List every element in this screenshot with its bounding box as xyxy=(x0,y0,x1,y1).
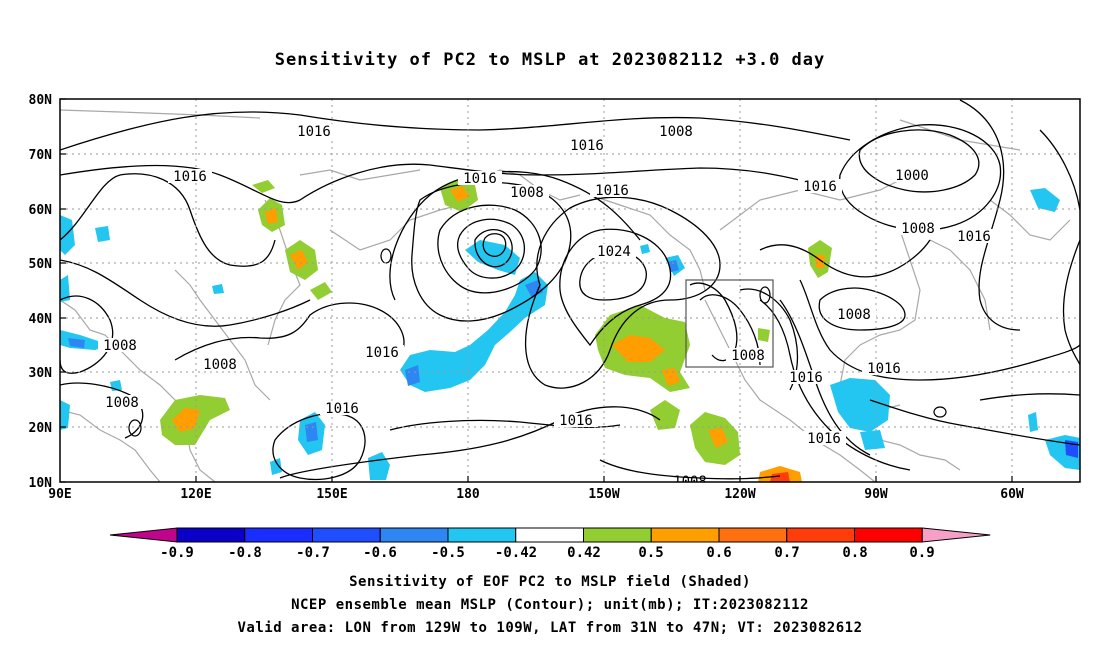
contour-label: 1016 xyxy=(807,431,841,447)
contour-label: 1008 xyxy=(659,124,693,140)
colorbar-box xyxy=(379,527,449,543)
contour-label: 1016 xyxy=(570,138,604,154)
contour-label: 1016 xyxy=(365,345,399,361)
contour-label: 1024 xyxy=(597,244,631,260)
contour-label: 1008 xyxy=(673,474,707,490)
contour-label: 1016 xyxy=(595,183,629,199)
colorbar-box xyxy=(583,527,652,543)
colorbar-labels: -0.9 -0.8 -0.7 -0.6 -0.5 -0.42 0.42 0.5 … xyxy=(160,545,935,561)
contour-label: 1016 xyxy=(867,361,901,377)
caption-line-2: NCEP ensemble mean MSLP (Contour); unit(… xyxy=(291,597,809,613)
lat-label: 80N xyxy=(29,93,53,108)
lon-label: 120W xyxy=(724,487,755,502)
contour-label: 1016 xyxy=(957,229,991,245)
contour-label: 1008 xyxy=(103,338,137,354)
colorbar-box xyxy=(718,527,788,543)
contour-label: 1008 xyxy=(731,348,765,364)
lon-label: 180 xyxy=(456,487,480,502)
target-area-box xyxy=(685,279,774,368)
contour-label: 1008 xyxy=(105,395,139,411)
colorbar-box xyxy=(650,527,720,543)
colorbar-label: -0.7 xyxy=(296,545,330,561)
lon-label: 60W xyxy=(1000,487,1024,502)
colorbar-box xyxy=(854,527,923,543)
colorbar-label: -0.6 xyxy=(363,545,397,561)
gridlines xyxy=(60,99,1080,482)
colorbar-box xyxy=(447,527,517,543)
contour-label: 1016 xyxy=(803,179,837,195)
latitude-labels: 80N 70N 60N 50N 40N 30N 20N 10N xyxy=(29,93,53,491)
lat-label: 50N xyxy=(29,257,53,272)
colorbar-label: 0.9 xyxy=(909,545,934,561)
colorbar-label: 0.5 xyxy=(638,545,663,561)
tick-marks xyxy=(60,98,1013,483)
colorbar-label: 0.7 xyxy=(774,545,799,561)
contour-label: 1016 xyxy=(297,124,331,140)
contour-label: 1000 xyxy=(895,168,929,184)
longitude-labels: 90E 120E 150E 180 150W 120W 90W 60W xyxy=(48,487,1024,502)
map-frame xyxy=(59,98,1081,483)
colorbar-triangle-left xyxy=(109,527,178,543)
lon-label: 150E xyxy=(316,487,347,502)
lat-label: 70N xyxy=(29,148,53,163)
contour-label: 1016 xyxy=(463,171,497,187)
contour-label: 1016 xyxy=(789,370,823,386)
colorbar-box xyxy=(244,527,313,543)
contour-label: 1016 xyxy=(325,401,359,417)
chart-title: Sensitivity of PC2 to MSLP at 2023082112… xyxy=(274,50,826,70)
colorbar-box xyxy=(786,527,855,543)
lon-label: 90W xyxy=(864,487,888,502)
contour-labels: 1016 1008 1016 1016 1016 1008 1016 1016 … xyxy=(98,124,996,490)
colorbar-label: -0.42 xyxy=(495,545,537,561)
contour-label: 1016 xyxy=(559,413,593,429)
contour-label: 1008 xyxy=(901,221,935,237)
lat-label: 60N xyxy=(29,203,53,218)
caption-line-3: Valid area: LON from 129W to 109W, LAT f… xyxy=(237,620,863,636)
colorbar-box xyxy=(312,527,381,543)
lon-label: 120E xyxy=(180,487,211,502)
lat-label: 20N xyxy=(29,421,53,436)
lon-label: 150W xyxy=(588,487,619,502)
colorbar-boxes xyxy=(109,527,991,543)
contour-label: 1016 xyxy=(173,169,207,185)
lat-label: 10N xyxy=(29,476,53,491)
colorbar-label: 0.42 xyxy=(567,545,601,561)
lat-label: 30N xyxy=(29,366,53,381)
lon-label: 90E xyxy=(48,487,71,502)
colorbar-label: -0.8 xyxy=(228,545,262,561)
colorbar-box xyxy=(176,527,246,543)
contour-label: 1008 xyxy=(510,185,544,201)
colorbar-label: -0.9 xyxy=(160,545,194,561)
colorbar-triangle-right xyxy=(921,527,991,543)
lat-label: 40N xyxy=(29,312,53,327)
caption-line-1: Sensitivity of EOF PC2 to MSLP field (Sh… xyxy=(349,574,751,590)
colorbar-label: 0.8 xyxy=(842,545,867,561)
colorbar-label: -0.5 xyxy=(431,545,465,561)
contour-label: 1008 xyxy=(837,307,871,323)
contour-label: 1008 xyxy=(203,357,237,373)
colorbar-label: 0.6 xyxy=(706,545,731,561)
colorbar-box xyxy=(515,527,584,543)
